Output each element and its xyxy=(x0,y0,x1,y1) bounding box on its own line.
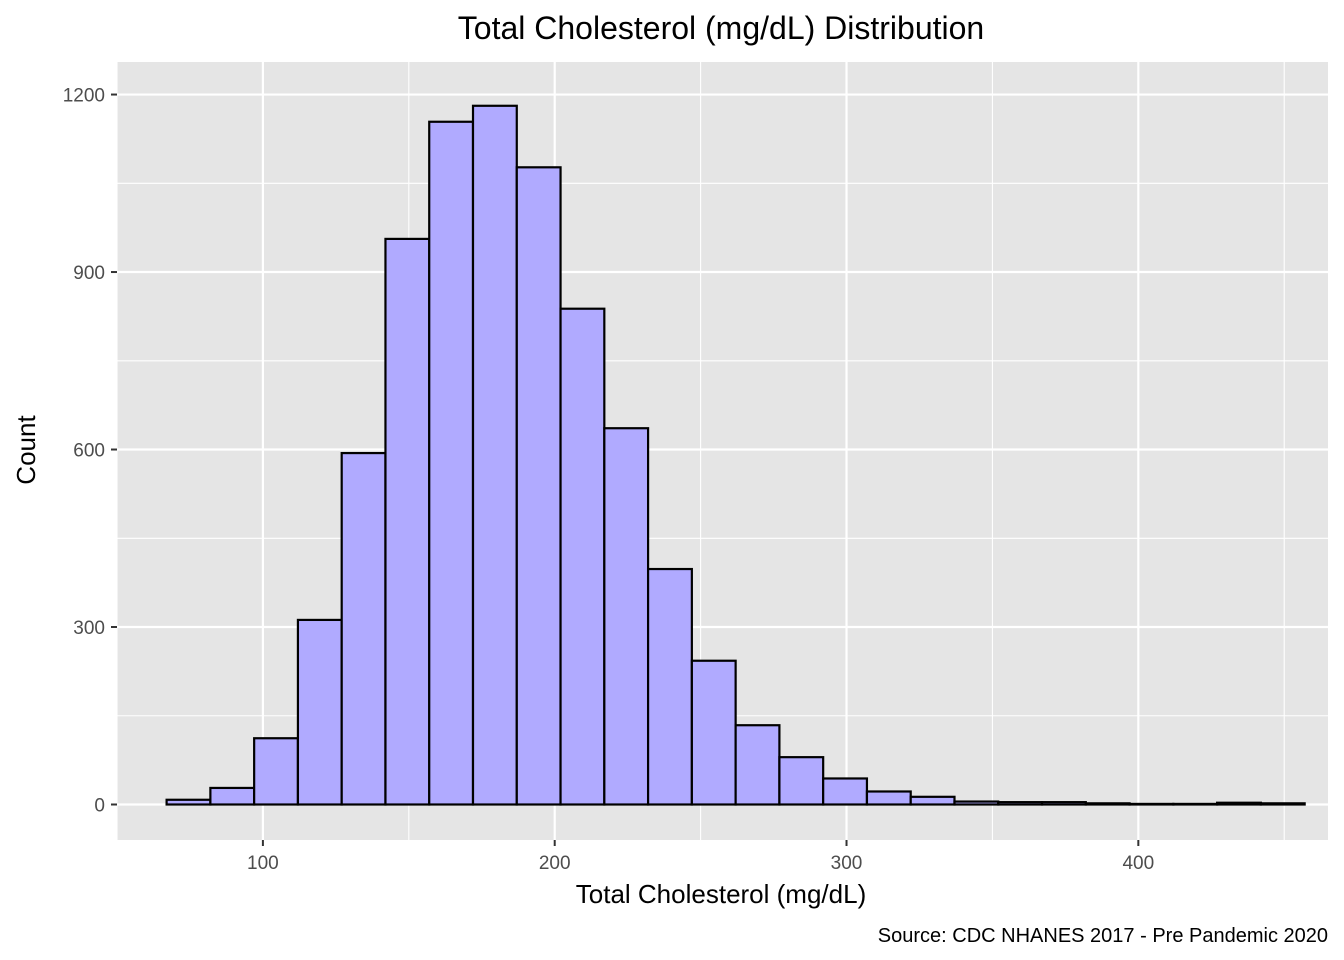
histogram-bar xyxy=(428,120,475,806)
y-axis-title: Count xyxy=(11,415,41,485)
chart-title: Total Cholesterol (mg/dL) Distribution xyxy=(458,10,984,46)
histogram-bar xyxy=(1259,802,1306,806)
histogram-bar xyxy=(778,756,825,806)
y-tick-label: 1200 xyxy=(63,86,105,107)
histogram-bar xyxy=(559,307,606,806)
histogram-bar xyxy=(1128,802,1175,806)
x-axis: 100 200 300 400 xyxy=(247,840,1154,874)
histogram-bar xyxy=(953,800,1000,806)
histogram-bar xyxy=(296,618,343,806)
y-tick-label: 900 xyxy=(73,263,105,284)
histogram-bar xyxy=(515,166,562,806)
histogram-bar xyxy=(384,237,431,806)
histogram-bar xyxy=(865,790,912,806)
y-tick-label: 0 xyxy=(94,796,105,817)
x-tick-label: 300 xyxy=(831,853,863,874)
x-tick-label: 200 xyxy=(539,853,571,874)
x-tick-label: 400 xyxy=(1122,853,1154,874)
histogram-bar xyxy=(734,724,781,806)
histogram-bar xyxy=(340,451,387,806)
histogram-bar xyxy=(603,427,650,806)
y-tick-label: 600 xyxy=(73,441,105,462)
histogram-bar xyxy=(1172,802,1219,806)
histogram-bar xyxy=(822,777,869,806)
x-tick-label: 100 xyxy=(247,853,279,874)
histogram-bar xyxy=(209,786,256,806)
histogram-bar xyxy=(1040,801,1087,806)
x-axis-title: Total Cholesterol (mg/dL) xyxy=(576,879,866,909)
histogram-bar xyxy=(471,104,518,806)
y-tick-label: 300 xyxy=(73,618,105,639)
source-caption: Source: CDC NHANES 2017 - Pre Pandemic 2… xyxy=(878,925,1328,947)
y-axis: 0 300 600 900 1200 xyxy=(63,86,117,817)
histogram-bar xyxy=(1084,802,1131,806)
histogram-bar xyxy=(909,795,956,806)
histogram-bar xyxy=(253,737,300,806)
histogram-bar xyxy=(1216,801,1262,806)
histogram-bar xyxy=(646,567,693,806)
histogram-bars xyxy=(165,104,1306,806)
histogram-bar xyxy=(690,659,737,806)
histogram-bar xyxy=(165,798,212,806)
histogram-bar xyxy=(997,801,1044,806)
